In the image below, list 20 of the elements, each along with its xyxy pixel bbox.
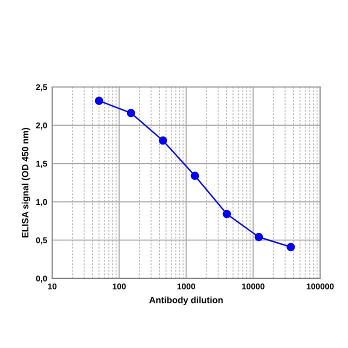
x-tick-label: 10 bbox=[48, 283, 56, 290]
x-tick-label: 100 bbox=[112, 283, 126, 290]
y-tick-label: 1,5 bbox=[36, 160, 48, 168]
x-tick-label: 1000 bbox=[177, 283, 196, 290]
x-tick-label: 10000 bbox=[242, 283, 264, 290]
point bbox=[126, 108, 136, 118]
point bbox=[158, 136, 168, 145]
x-tick-label: 100000 bbox=[306, 283, 334, 290]
y-tick-label: 0,5 bbox=[36, 237, 48, 244]
point bbox=[254, 232, 264, 242]
y-tick-label: 1,0 bbox=[36, 199, 47, 206]
x-axis-title: Antibody dilution bbox=[149, 296, 223, 305]
point bbox=[94, 96, 104, 105]
y-axis-title: ELISA signal (OD 450 nm) bbox=[22, 128, 30, 238]
point bbox=[190, 172, 200, 180]
point bbox=[286, 242, 295, 252]
y-tick-label: 0,0 bbox=[36, 276, 47, 283]
y-tick-label: 2,5 bbox=[36, 84, 48, 92]
point bbox=[222, 210, 232, 218]
y-tick-label: 2,0 bbox=[36, 122, 47, 130]
